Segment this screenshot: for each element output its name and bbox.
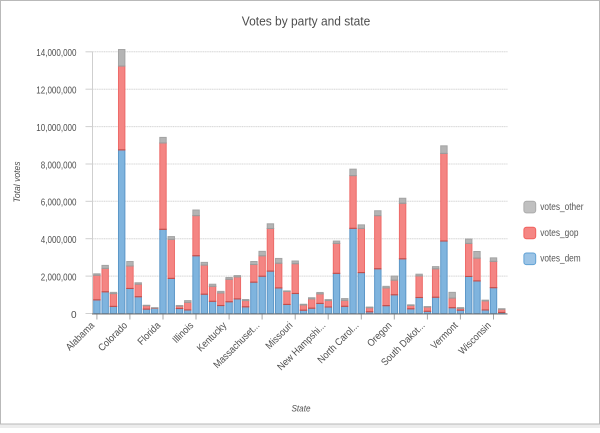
svg-text:4,000,000: 4,000,000 (41, 235, 77, 246)
svg-text:Total votes: Total votes (12, 161, 23, 202)
svg-text:8,000,000: 8,000,000 (41, 160, 77, 171)
svg-text:votes_dem: votes_dem (540, 254, 581, 265)
svg-text:12,000,000: 12,000,000 (36, 86, 77, 97)
svg-text:14,000,000: 14,000,000 (36, 48, 77, 59)
svg-text:State: State (292, 404, 311, 415)
svg-text:Votes by party and state: Votes by party and state (242, 13, 371, 28)
svg-text:10,000,000: 10,000,000 (36, 123, 77, 134)
svg-text:votes_other: votes_other (540, 202, 584, 213)
svg-text:votes_gop: votes_gop (540, 228, 579, 239)
svg-text:2,000,000: 2,000,000 (41, 273, 77, 284)
svg-text:0: 0 (71, 310, 77, 321)
svg-text:6,000,000: 6,000,000 (41, 198, 77, 209)
